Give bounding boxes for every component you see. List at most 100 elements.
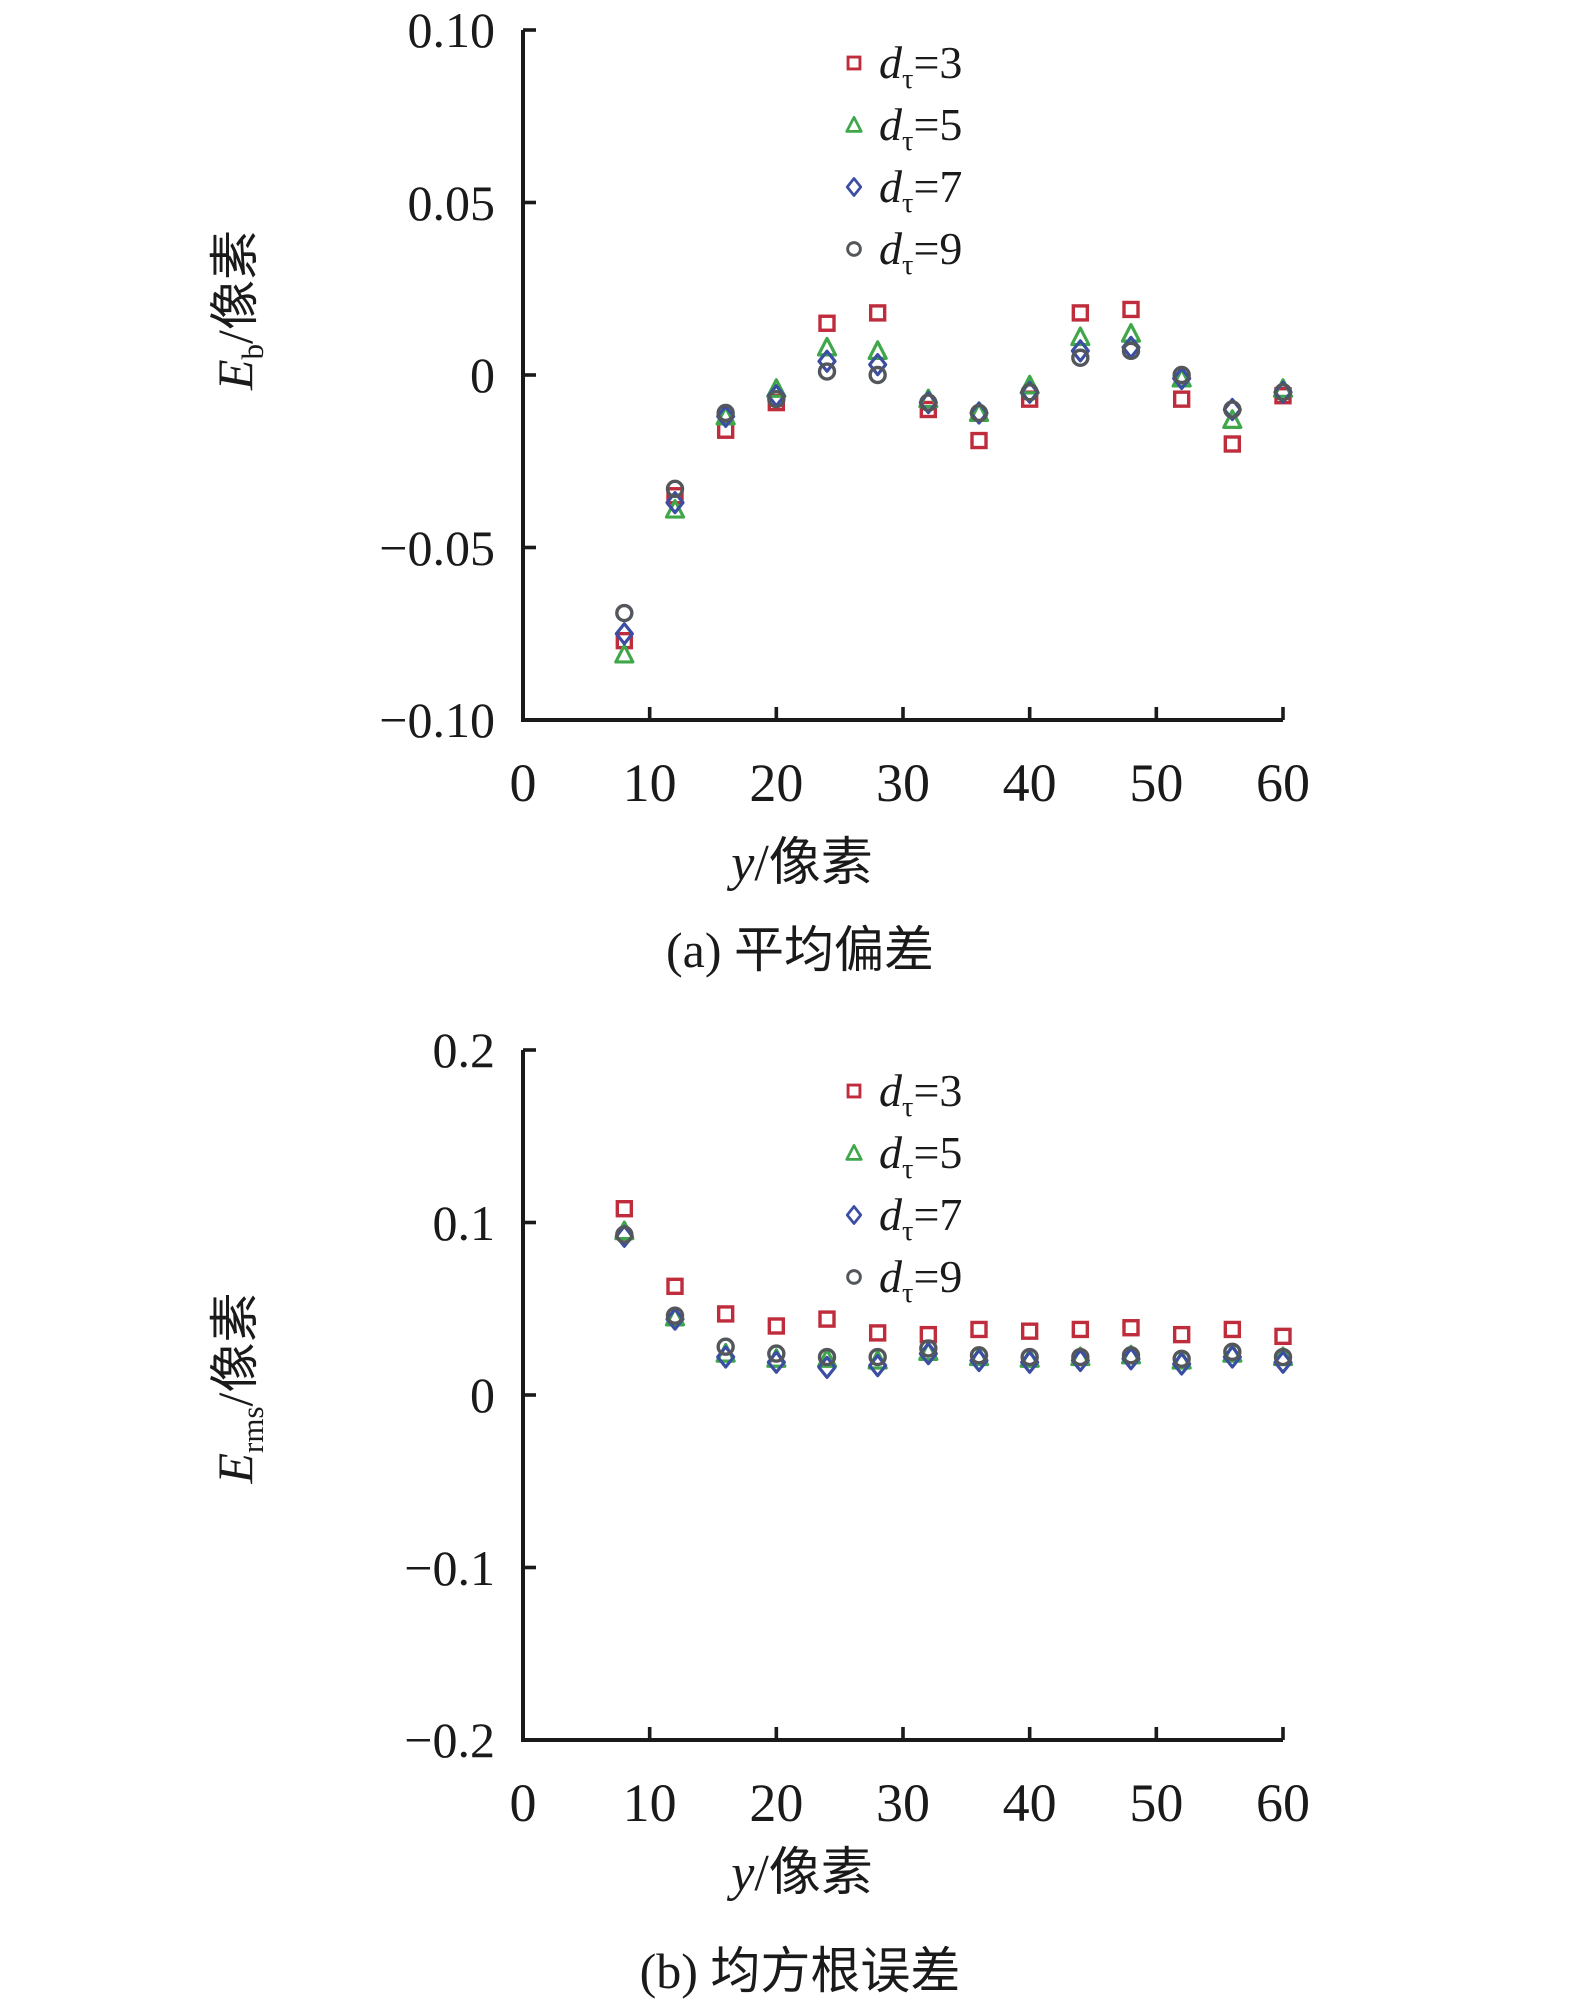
circle-marker [1071, 1347, 1090, 1367]
circle-marker [919, 393, 938, 412]
legend-label-subscript: τ [902, 64, 914, 96]
legend-item: dτ=3 [841, 32, 962, 94]
legend-label: dτ=9 [879, 223, 963, 280]
square-marker [868, 304, 887, 322]
circle-marker [1273, 383, 1293, 402]
y-axis-label-b: Erms/像素 [207, 1043, 270, 1733]
circle-marker [969, 1346, 989, 1365]
square-marker [818, 1310, 836, 1328]
circle-marker [767, 389, 786, 409]
legend-label-value: =9 [913, 223, 963, 274]
circle-marker [1020, 1347, 1039, 1367]
legend-circle-icon [846, 1269, 862, 1285]
triangle-marker [816, 336, 838, 357]
diamond-marker [1273, 1350, 1293, 1374]
axes-a [521, 30, 1283, 722]
square-marker [1122, 1319, 1140, 1337]
square-marker [970, 431, 988, 450]
y-tick-label: 0.1 [432, 1194, 496, 1251]
legend-label-symbol: d [879, 99, 902, 150]
x-tick-label: 40 [1002, 753, 1057, 813]
y-tick-label: 0.05 [407, 174, 496, 231]
triangle-marker [816, 1348, 838, 1368]
legend-label-value: =5 [913, 99, 963, 150]
circle-marker [665, 479, 685, 499]
legend-label-symbol: d [879, 37, 902, 88]
x-tick-label: 20 [749, 753, 804, 813]
legend-label-symbol: d [879, 1251, 902, 1302]
legend-label-subscript: τ [902, 1216, 914, 1248]
legend-circle-icon [846, 241, 862, 257]
diamond-marker [1172, 366, 1192, 391]
circle-marker [817, 1347, 837, 1367]
x-tick-label: 30 [876, 1773, 930, 1833]
legend-label-value: =3 [913, 37, 963, 88]
square-marker [919, 400, 938, 419]
diamond-marker [716, 404, 736, 428]
legend-label-subscript: τ [902, 1278, 914, 1310]
circle-marker [868, 1347, 887, 1367]
circle-marker [969, 403, 989, 423]
triangle-marker [867, 340, 888, 360]
y-tick-label: −0.10 [379, 692, 495, 748]
legend-triangle-icon [845, 1143, 863, 1161]
diamond-marker [1070, 339, 1090, 363]
triangle-marker [614, 643, 635, 664]
triangle-marker [1120, 323, 1142, 343]
circle-marker [1273, 1347, 1293, 1367]
circle-marker [615, 1225, 634, 1244]
plot-area-b [521, 1048, 1294, 1742]
legend-label-subscript: τ [902, 126, 914, 158]
legend-label-subscript: τ [902, 250, 914, 282]
circle-marker [1020, 383, 1039, 402]
legend-label-symbol: d [879, 1065, 902, 1116]
y-tick-label: −0.1 [404, 1539, 495, 1596]
square-marker [818, 314, 836, 332]
square-marker [716, 1305, 735, 1323]
y-tick-label: −0.2 [404, 1712, 495, 1768]
x-axis-label-b-symbol: y [731, 1845, 755, 1902]
square-marker [1223, 435, 1242, 453]
diamond-marker [817, 349, 837, 373]
square-marker [970, 1320, 988, 1339]
y-axis-label-b-symbol: E [207, 1452, 263, 1484]
triangle-marker [1070, 326, 1091, 347]
circle-marker [767, 1344, 786, 1363]
diamond-marker [1222, 1345, 1242, 1369]
square-marker [1071, 304, 1090, 322]
x-tick-label: 30 [876, 753, 930, 813]
square-marker [1172, 1325, 1191, 1344]
diamond-marker [969, 1348, 989, 1373]
legend-label-value: =7 [913, 161, 963, 212]
legend-triangle-icon [845, 115, 863, 133]
y-axis-label-a: Eb/像素 [207, 0, 270, 655]
square-marker [1071, 1320, 1090, 1339]
diamond-marker [1172, 1352, 1192, 1376]
legend-item: dτ=9 [841, 1246, 962, 1308]
y-axis-label-a-unit: /像素 [207, 230, 263, 344]
diamond-marker [845, 1205, 863, 1225]
legend-item: dτ=3 [841, 1060, 962, 1122]
circle-marker [1121, 1346, 1141, 1365]
square-marker [846, 55, 862, 71]
circle-marker [817, 362, 837, 381]
circle-marker [1223, 1342, 1242, 1362]
triangle-marker [1222, 409, 1243, 429]
diamond-marker [614, 622, 634, 646]
legend-item: dτ=9 [841, 218, 962, 280]
square-marker [846, 1083, 862, 1099]
square-marker [767, 1317, 786, 1335]
x-axis-label-a-symbol: y [731, 835, 755, 892]
circle-marker [1121, 341, 1141, 361]
diamond-marker [1070, 1348, 1090, 1373]
x-tick-label: 50 [1129, 1773, 1184, 1833]
circle-marker [1172, 1349, 1191, 1368]
y-axis-label-a-symbol: E [207, 359, 263, 390]
x-tick-label: 0 [509, 1773, 537, 1833]
triangle-marker [845, 115, 863, 133]
y-axis-label-b-subscript: rms [235, 1406, 270, 1453]
circle-marker [665, 1306, 685, 1325]
diamond-marker [665, 491, 685, 515]
x-tick-label: 60 [1256, 753, 1310, 813]
